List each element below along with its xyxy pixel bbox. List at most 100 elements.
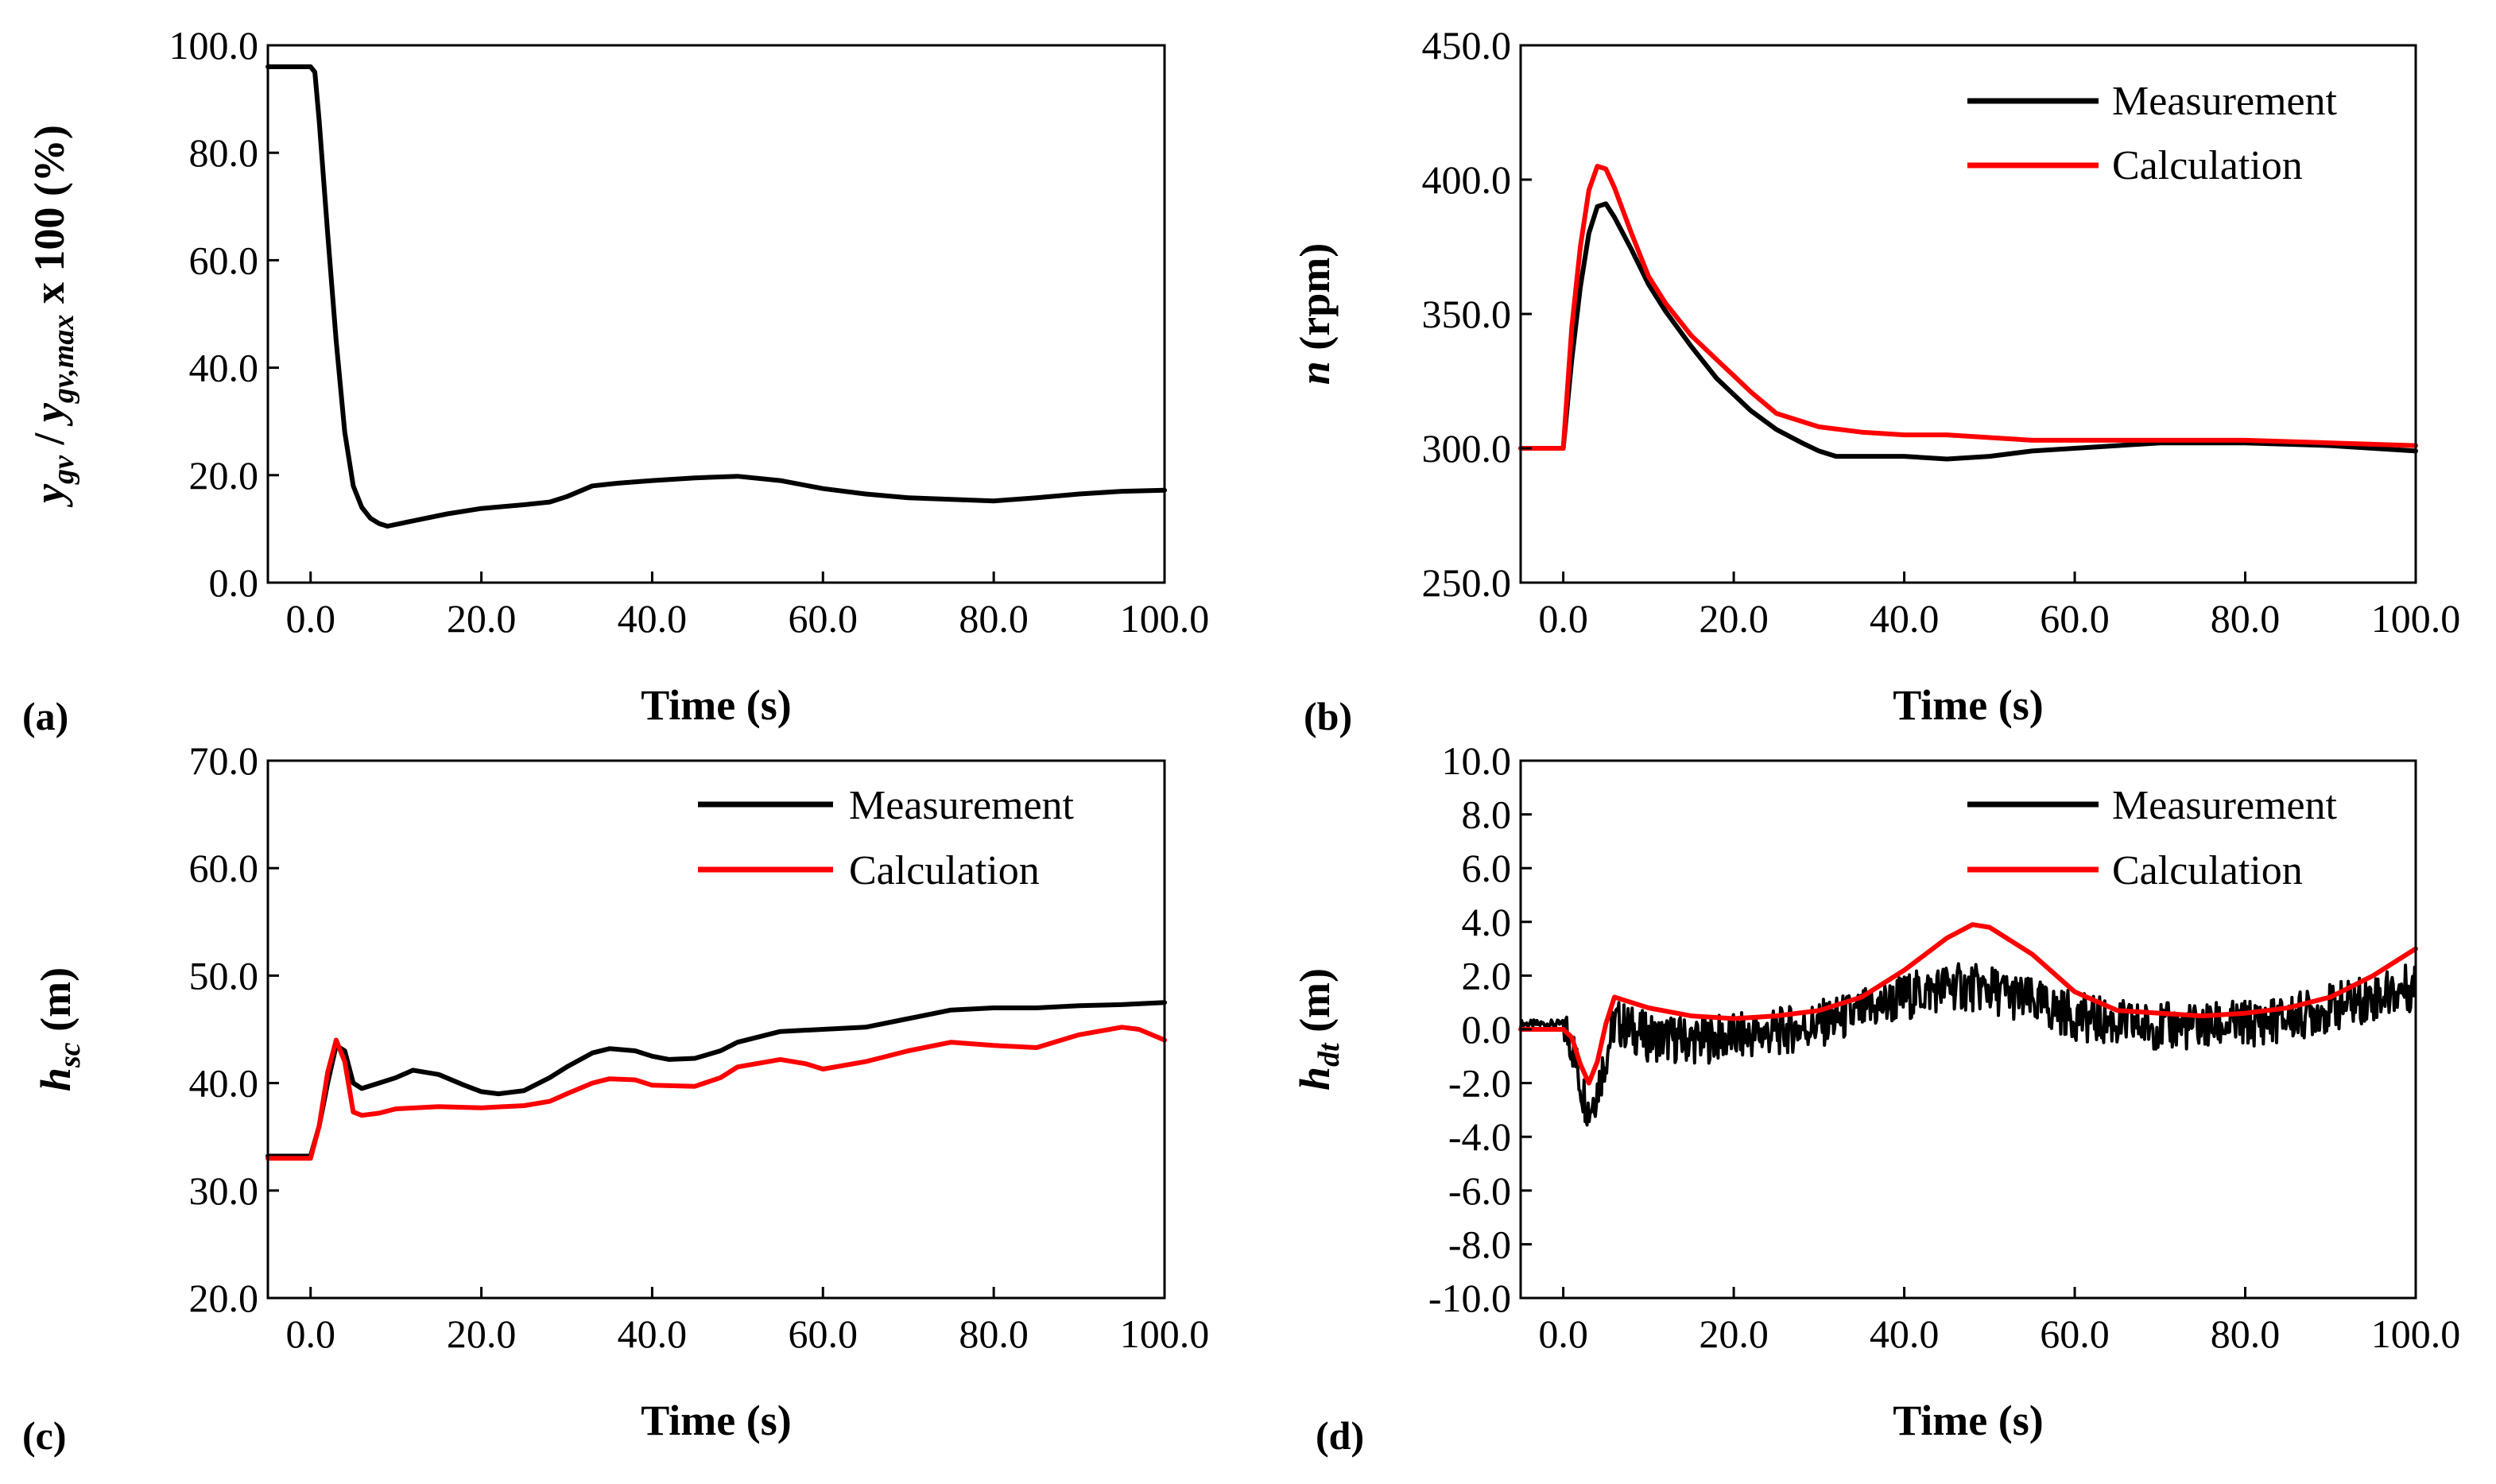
panel-c-ylabel-sub: sc — [53, 1042, 87, 1068]
panel-d-ytick-label: -2.0 — [1448, 1061, 1511, 1106]
panel-c-series-calculation-line — [265, 1025, 1167, 1161]
panel-c-series-measurement-line — [265, 1000, 1167, 1159]
panel-d-xtick-label: 40.0 — [1870, 1312, 1940, 1356]
panel-c-ylabel-var: h — [32, 1067, 79, 1091]
panel-c-xlabel: Time (s) — [641, 1397, 791, 1444]
panel-d-ylabel-var: h — [1291, 1067, 1339, 1091]
panel-a-xtick-label: 100.0 — [1120, 596, 1210, 641]
panel-c-xtick-label: 100.0 — [1120, 1312, 1210, 1356]
panel-c-ytick-label: 40.0 — [189, 1061, 259, 1106]
panel-a-series-measurement-line — [265, 64, 1167, 529]
panel-c-ylabel: hsc (m) — [32, 967, 87, 1091]
panel-a-xtick-label: 40.0 — [618, 596, 688, 641]
panel-d-marks — [1518, 922, 2418, 1127]
panel-b-label: (b) — [1304, 694, 1352, 738]
panel-c-marks — [265, 1000, 1167, 1161]
panel-a-xtick-label: 20.0 — [447, 596, 517, 641]
panel-a-xtick-label: 80.0 — [959, 596, 1029, 641]
panel-a-label: (a) — [22, 694, 68, 738]
panel-d-xtick-label: 80.0 — [2211, 1312, 2281, 1356]
panel-c-ylabel-units: (m) — [32, 967, 79, 1042]
panel-b-marks — [1518, 164, 2418, 462]
panel-b-ylabel: n (rpm) — [1291, 243, 1339, 386]
panel-a-ytick-label: 40.0 — [189, 346, 259, 390]
panel-b-xtick-label: 40.0 — [1870, 596, 1940, 641]
panel-b-ylabel-units: (rpm) — [1291, 243, 1339, 361]
panel-d-ytick-label: -10.0 — [1428, 1276, 1511, 1320]
panel-a-ylabel-sub2: gv,max — [47, 315, 80, 405]
panel-a-xlabel: Time (s) — [641, 681, 791, 729]
panel-b-xtick-label: 80.0 — [2211, 596, 2281, 641]
panel-a-ytick-label: 100.0 — [169, 23, 259, 68]
panel-d-ytick-label: -4.0 — [1448, 1114, 1511, 1159]
panel-d: 0.0 20.0 40.0 60.0 80.0 100.0 -10.0 -8.0 -6.0 -4.… — [1291, 738, 2460, 1458]
panel-c-ytick-label: 60.0 — [189, 846, 259, 890]
panel-b-ytick-label: 400.0 — [1422, 157, 1512, 202]
panel-d-ylabel-sub: dt — [1312, 1042, 1346, 1067]
panel-a-ytick-label: 20.0 — [189, 453, 259, 498]
panel-d-series-calculation-line — [1518, 922, 2418, 1086]
panel-b-xtick-label: 60.0 — [2040, 596, 2110, 641]
panel-b-ytick-label: 250.0 — [1422, 560, 1512, 605]
panel-b-xtick-label: 0.0 — [1538, 596, 1588, 641]
panel-d-ytick-label: -6.0 — [1448, 1168, 1511, 1213]
panel-d-ytick-label: 0.0 — [1462, 1007, 1512, 1052]
panel-b: 0.0 20.0 40.0 60.0 80.0 100.0 250.0 300.0 350.0 4… — [1291, 23, 2460, 738]
panel-d-xtick-label: 0.0 — [1538, 1312, 1588, 1356]
panel-c-xtick-label: 40.0 — [618, 1312, 688, 1356]
panel-d-ytick-label: -8.0 — [1448, 1222, 1511, 1266]
panel-d-legend-calculation-label: Calculation — [2112, 848, 2303, 893]
panel-d-xlabel: Time (s) — [1893, 1397, 2043, 1444]
panel-b-legend-calculation-label: Calculation — [2112, 143, 2303, 188]
panel-b-ylabel-var: n — [1291, 361, 1339, 385]
panel-d-legend-measurement-label: Measurement — [2112, 783, 2338, 828]
panel-b-ytick-label: 350.0 — [1422, 292, 1512, 336]
panel-c-legend-measurement-label: Measurement — [849, 783, 1075, 828]
panel-d-xtick-label: 100.0 — [2371, 1312, 2461, 1356]
panel-d-ytick-label: 6.0 — [1462, 846, 1512, 890]
panel-a-ytick-label: 60.0 — [189, 238, 259, 282]
panel-c-ytick-label: 30.0 — [189, 1168, 259, 1213]
panel-b-series-calculation-line — [1518, 164, 2418, 451]
panel-d-label: (d) — [1316, 1413, 1364, 1458]
panel-a-marks — [265, 64, 1167, 529]
panel-d-xtick-label: 60.0 — [2040, 1312, 2110, 1356]
panel-a-frame — [266, 44, 1166, 584]
panel-c: 0.0 20.0 40.0 60.0 80.0 100.0 20.0 30.0 40.0 50.0… — [22, 738, 1209, 1458]
panel-a-ylabel-units: x 100 (%) — [25, 125, 73, 314]
panel-a-ylabel-y2: y — [25, 402, 73, 427]
panel-d-series-measurement-line — [1519, 962, 2417, 1127]
panel-a-ylabel-y1: y — [25, 483, 73, 508]
panel-a-ytick-label: 80.0 — [189, 130, 259, 175]
panel-c-ytick-label: 70.0 — [189, 738, 259, 783]
panel-c-xtick-label: 0.0 — [285, 1312, 335, 1356]
panel-a-ylabel: ygv / ygv,max x 100 (%) — [25, 125, 80, 508]
panel-d-axes: 0.0 20.0 40.0 60.0 80.0 100.0 -10.0 -8.0 -6.0 -4.… — [1428, 738, 2460, 1356]
panel-b-ytick-label: 450.0 — [1422, 23, 1512, 68]
panel-a-ylabel-sub1: gv — [47, 455, 80, 485]
panel-c-xtick-label: 20.0 — [447, 1312, 517, 1356]
panel-d-ytick-label: 10.0 — [1442, 738, 1512, 783]
panel-c-legend: Measurement Calculation — [698, 783, 1075, 893]
panel-d-ytick-label: 4.0 — [1462, 900, 1512, 944]
panel-a-ytick-label: 0.0 — [209, 560, 259, 605]
panel-b-xlabel: Time (s) — [1893, 681, 2043, 729]
panel-d-ylabel: hdt (m) — [1291, 968, 1346, 1091]
panel-a-ylabel-slash: / — [25, 422, 73, 455]
panel-c-legend-calculation-label: Calculation — [849, 848, 1040, 893]
panel-b-xtick-label: 100.0 — [2371, 596, 2461, 641]
panel-b-legend-measurement-label: Measurement — [2112, 79, 2338, 124]
panel-b-series-measurement-line — [1518, 201, 2418, 462]
panel-a-xtick-label: 0.0 — [285, 596, 335, 641]
panel-c-label: (c) — [22, 1413, 67, 1458]
panel-d-xtick-label: 20.0 — [1699, 1312, 1769, 1356]
panel-b-legend: Measurement Calculation — [1967, 79, 2338, 188]
panel-b-axes: 0.0 20.0 40.0 60.0 80.0 100.0 250.0 300.0 350.0 4… — [1422, 23, 2461, 641]
panel-c-xtick-label: 80.0 — [959, 1312, 1029, 1356]
panel-d-ytick-label: 2.0 — [1462, 953, 1512, 998]
panel-c-xtick-label: 60.0 — [789, 1312, 858, 1356]
panel-a: 0.0 20.0 40.0 60.0 80.0 100.0 0.0 20.0 40.0 60.0 8… — [22, 23, 1209, 738]
panel-c-axes: 0.0 20.0 40.0 60.0 80.0 100.0 20.0 30.0 40.0 50.0… — [189, 738, 1210, 1356]
panel-b-frame — [1519, 44, 2417, 584]
